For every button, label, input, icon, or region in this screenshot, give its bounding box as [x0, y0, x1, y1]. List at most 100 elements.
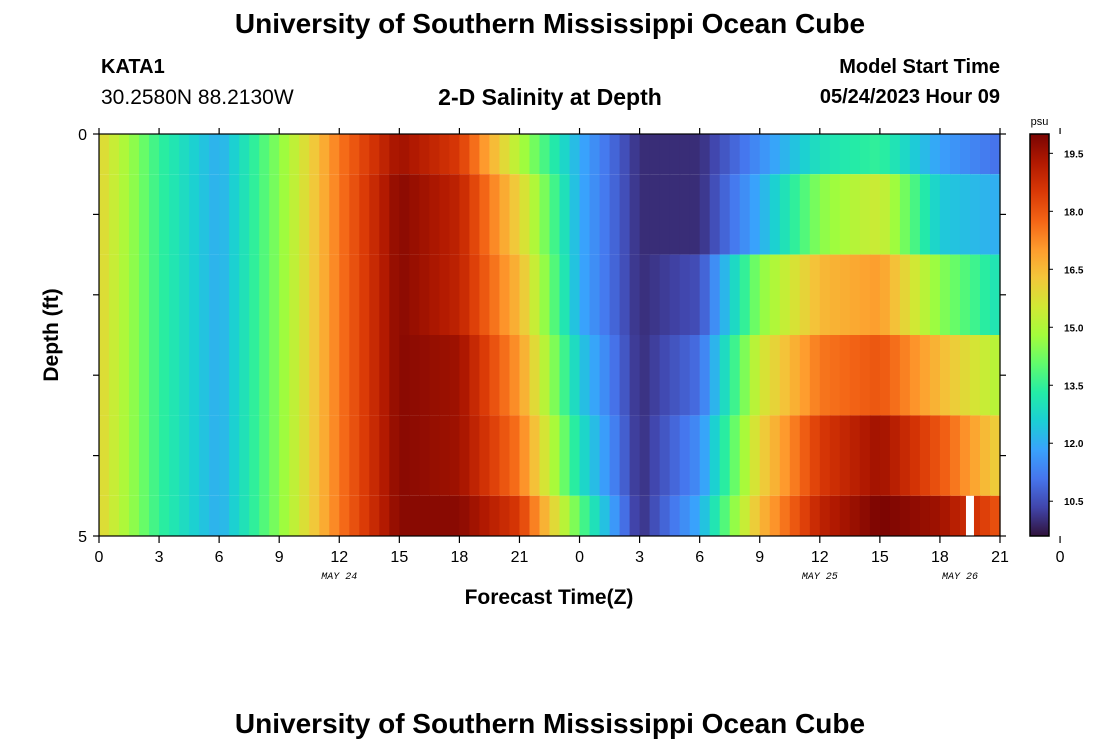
heatmap-cell: [669, 335, 681, 416]
heatmap-cell: [389, 335, 400, 416]
heatmap-cell: [279, 174, 290, 255]
heatmap-cell: [819, 335, 831, 416]
heatmap-cell: [379, 134, 390, 175]
colorbar-tick-label: 15.0: [1064, 323, 1084, 334]
missing-data-bar: [965, 495, 974, 536]
heatmap-cell: [259, 495, 270, 536]
y-tick-label: 0: [78, 127, 87, 144]
heatmap-cell: [119, 335, 130, 416]
x-tick-label: 6: [695, 549, 704, 566]
heatmap-cell: [819, 174, 831, 255]
heatmap-cell: [659, 134, 671, 175]
heatmap-cell: [799, 254, 811, 335]
heatmap-cell: [979, 335, 991, 416]
heatmap-cell: [149, 415, 160, 496]
heatmap-cell: [289, 254, 300, 335]
heatmap-cell: [729, 415, 741, 496]
heatmap-cell: [289, 174, 300, 255]
heatmap-cell: [779, 254, 791, 335]
heatmap-cell: [709, 495, 721, 536]
heatmap-cell: [919, 254, 931, 335]
heatmap-cell: [989, 495, 1001, 536]
heatmap-cell: [359, 174, 370, 255]
heatmap-cell: [859, 134, 871, 175]
heatmap-cell: [99, 174, 110, 255]
heatmap-cell: [159, 254, 170, 335]
heatmap-cell: [759, 495, 771, 536]
heatmap-cell: [749, 254, 761, 335]
x-tick-label: 18: [451, 549, 469, 566]
heatmap-cell: [769, 254, 781, 335]
heatmap-cell: [899, 415, 911, 496]
heatmap-cell: [259, 134, 270, 175]
x-tick-label: 3: [635, 549, 644, 566]
heatmap-cell: [319, 335, 330, 416]
heatmap-cell: [779, 415, 791, 496]
heatmap-cell: [789, 254, 801, 335]
heatmap-cell: [239, 174, 250, 255]
heatmap-cell: [569, 495, 581, 536]
heatmap-cell: [329, 134, 340, 175]
heatmap-cell: [649, 254, 661, 335]
heatmap-cell: [379, 174, 390, 255]
heatmap-cell: [159, 335, 170, 416]
heatmap-cell: [749, 495, 761, 536]
heatmap-cell: [729, 495, 741, 536]
heatmap-cell: [179, 415, 190, 496]
heatmap-cell: [379, 335, 390, 416]
heatmap-cell: [489, 335, 501, 416]
heatmap-cell: [909, 415, 921, 496]
heatmap-cell: [639, 134, 651, 175]
heatmap-cell: [99, 134, 110, 175]
heatmap-cell: [109, 174, 120, 255]
heatmap-cell: [599, 335, 611, 416]
heatmap-cell: [109, 495, 120, 536]
heatmap-cell: [899, 335, 911, 416]
heatmap-cell: [459, 495, 471, 536]
heatmap-cell: [829, 254, 841, 335]
heatmap-cell: [799, 495, 811, 536]
heatmap-cell: [189, 335, 200, 416]
heatmap-cell: [419, 415, 430, 496]
heatmap-cell: [349, 254, 360, 335]
heatmap-cell: [639, 174, 651, 255]
heatmap-cell: [649, 335, 661, 416]
heatmap-cell: [679, 415, 691, 496]
heatmap-cell: [849, 335, 861, 416]
heatmap-cell: [609, 134, 621, 175]
heatmap-cell: [499, 415, 511, 496]
station-coordinates: 30.2580N 88.2130W: [101, 86, 294, 109]
heatmap-cell: [719, 254, 731, 335]
heatmap-cell: [199, 134, 210, 175]
heatmap-cell: [649, 174, 661, 255]
x-tick-label: 9: [275, 549, 284, 566]
heatmap-cell: [139, 495, 150, 536]
heatmap-cell: [339, 495, 350, 536]
heatmap-cell: [809, 495, 821, 536]
heatmap-cell: [489, 495, 501, 536]
heatmap-cell: [189, 495, 200, 536]
heatmap-cell: [939, 495, 951, 536]
heatmap-cell: [709, 335, 721, 416]
heatmap-cell: [309, 335, 320, 416]
heatmap-cell: [849, 495, 861, 536]
heatmap-cell: [689, 415, 701, 496]
x-tick-label: 0: [1056, 549, 1065, 566]
heatmap-cell: [229, 174, 240, 255]
heatmap-cell: [989, 174, 1001, 255]
heatmap-cell: [399, 254, 410, 335]
heatmap-cell: [429, 174, 440, 255]
heatmap-cell: [849, 134, 861, 175]
heatmap-cell: [669, 495, 681, 536]
heatmap-cell: [759, 174, 771, 255]
heatmap-cell: [559, 174, 571, 255]
heatmap-cell: [319, 254, 330, 335]
heatmap-cell: [609, 335, 621, 416]
heatmap-cell: [119, 254, 130, 335]
heatmap-cell: [759, 134, 771, 175]
heatmap-cell: [759, 415, 771, 496]
heatmap-cell: [159, 495, 170, 536]
station-id: KATA1: [101, 56, 165, 78]
heatmap-cell: [179, 335, 190, 416]
heatmap-cell: [699, 134, 711, 175]
